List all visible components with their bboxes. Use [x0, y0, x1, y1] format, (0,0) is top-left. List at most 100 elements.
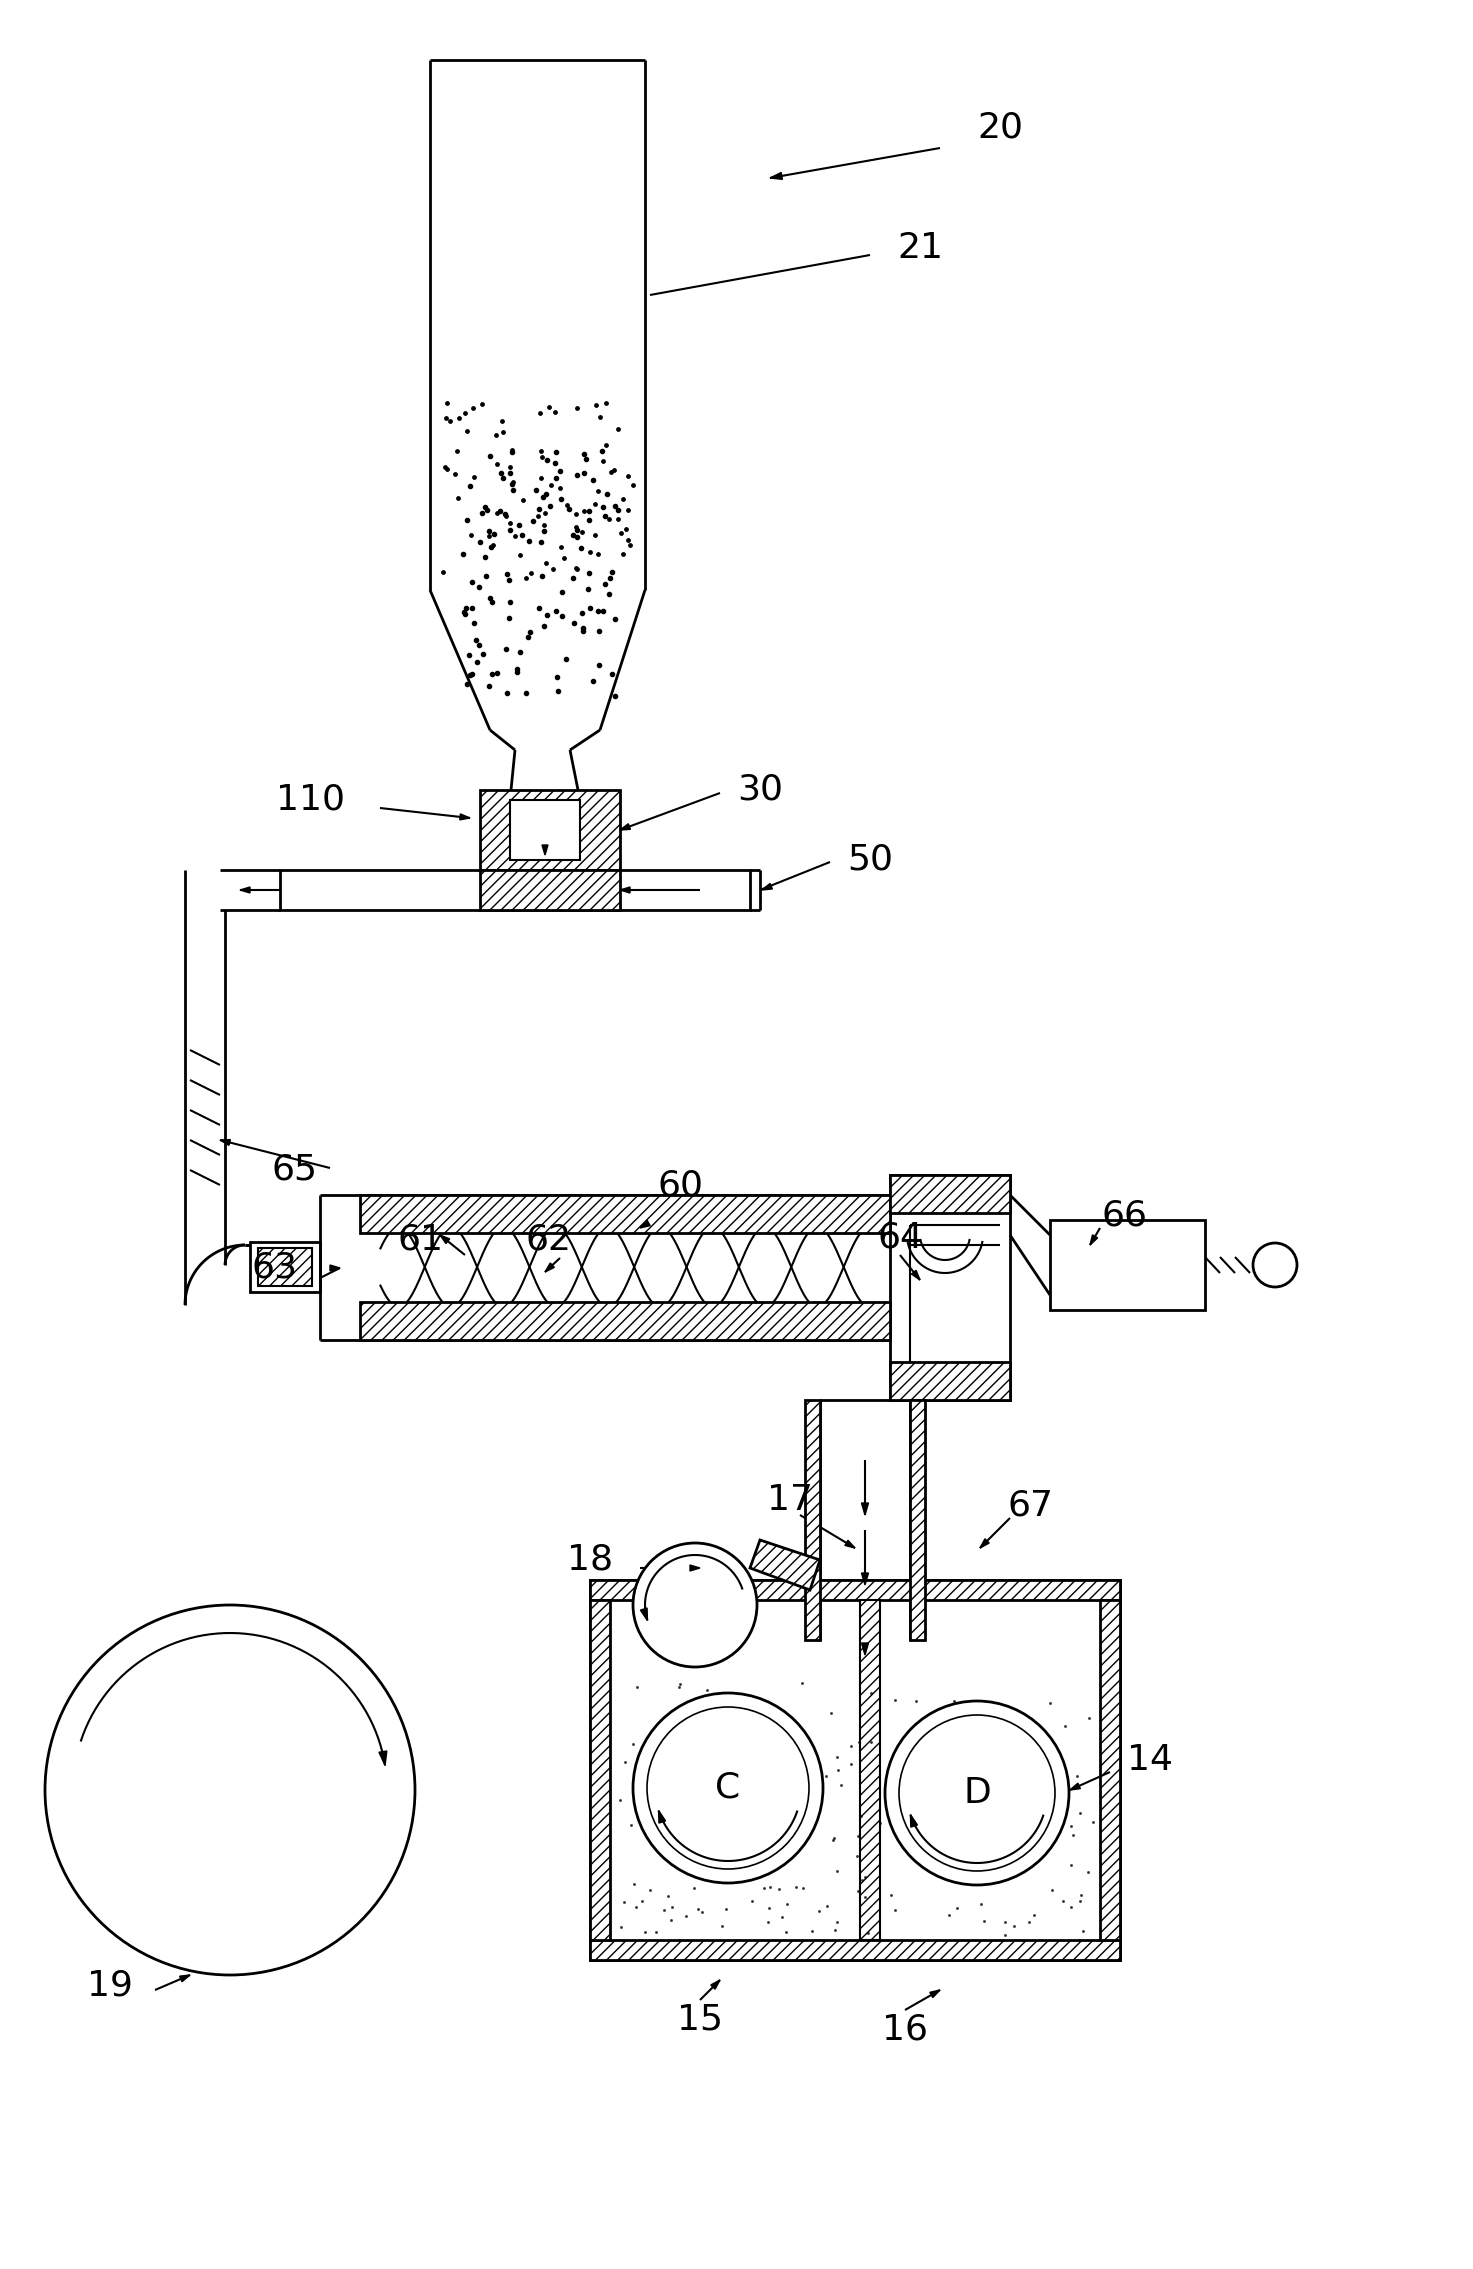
- Polygon shape: [711, 1981, 720, 1990]
- Text: 60: 60: [657, 1169, 703, 1203]
- Text: 66: 66: [1102, 1198, 1147, 1232]
- Point: [463, 458, 486, 495]
- Bar: [359, 1196, 890, 1232]
- Point: [564, 549, 588, 585]
- Point: [508, 535, 532, 572]
- Point: [448, 399, 471, 436]
- Polygon shape: [219, 1139, 230, 1146]
- Polygon shape: [542, 844, 548, 855]
- Polygon shape: [620, 887, 630, 894]
- Point: [443, 456, 467, 492]
- Bar: [910, 1400, 925, 1640]
- Point: [594, 383, 617, 420]
- Point: [555, 488, 579, 524]
- Point: [446, 481, 470, 517]
- Bar: [480, 790, 620, 869]
- Text: 62: 62: [524, 1223, 572, 1257]
- Bar: [359, 1302, 890, 1341]
- Text: 20: 20: [977, 111, 1024, 145]
- Text: 16: 16: [882, 2013, 928, 2047]
- Polygon shape: [240, 887, 250, 894]
- Point: [501, 465, 524, 501]
- Bar: [890, 1175, 1010, 1214]
- Polygon shape: [620, 824, 630, 830]
- Point: [518, 556, 542, 592]
- Point: [589, 399, 613, 436]
- Polygon shape: [910, 1815, 918, 1827]
- Text: 64: 64: [876, 1221, 924, 1255]
- Point: [595, 427, 619, 463]
- Point: [586, 472, 610, 508]
- Text: D: D: [963, 1777, 991, 1811]
- Point: [435, 399, 458, 436]
- Point: [439, 404, 463, 440]
- Circle shape: [1254, 1243, 1298, 1287]
- Text: 63: 63: [252, 1250, 298, 1284]
- Point: [552, 540, 576, 576]
- Point: [458, 517, 482, 554]
- Polygon shape: [1069, 1783, 1080, 1790]
- Point: [504, 517, 527, 554]
- Text: 110: 110: [275, 783, 345, 817]
- Polygon shape: [639, 1221, 650, 1228]
- Bar: [250, 1241, 320, 1291]
- Polygon shape: [770, 172, 782, 179]
- Point: [493, 497, 517, 533]
- Polygon shape: [379, 1752, 387, 1765]
- Circle shape: [633, 1543, 757, 1668]
- Point: [477, 517, 501, 554]
- Bar: [591, 1600, 610, 1940]
- Circle shape: [46, 1604, 415, 1974]
- Point: [461, 390, 485, 427]
- Point: [622, 467, 645, 504]
- Polygon shape: [545, 1264, 554, 1273]
- Polygon shape: [1090, 1234, 1097, 1246]
- Point: [610, 515, 633, 551]
- Point: [566, 551, 589, 588]
- Point: [600, 454, 623, 490]
- Bar: [480, 869, 620, 910]
- Point: [529, 461, 552, 497]
- Polygon shape: [929, 1990, 940, 1997]
- Bar: [890, 1175, 1010, 1400]
- Point: [501, 431, 524, 467]
- Point: [498, 504, 521, 540]
- Point: [529, 433, 552, 470]
- Point: [536, 390, 560, 427]
- Polygon shape: [641, 1609, 648, 1620]
- Point: [470, 386, 493, 422]
- Circle shape: [633, 1693, 823, 1883]
- Point: [486, 495, 510, 531]
- Point: [566, 390, 589, 427]
- Point: [533, 495, 557, 531]
- Point: [602, 452, 626, 488]
- Point: [511, 481, 535, 517]
- Polygon shape: [658, 1811, 666, 1822]
- Point: [583, 386, 607, 422]
- Point: [548, 470, 572, 506]
- Point: [611, 535, 635, 572]
- Polygon shape: [460, 815, 470, 819]
- Point: [607, 411, 630, 447]
- Point: [549, 529, 573, 565]
- Polygon shape: [689, 1566, 700, 1570]
- Point: [454, 395, 477, 431]
- Bar: [258, 1248, 312, 1287]
- Point: [485, 417, 508, 454]
- Point: [619, 526, 642, 563]
- Text: 61: 61: [398, 1223, 443, 1257]
- Bar: [1100, 1600, 1119, 1940]
- Point: [591, 442, 614, 479]
- Point: [617, 492, 641, 529]
- Text: 19: 19: [87, 1967, 133, 2001]
- Bar: [806, 1400, 820, 1640]
- Point: [607, 501, 630, 538]
- Point: [527, 395, 551, 431]
- Polygon shape: [862, 1643, 869, 1654]
- Polygon shape: [846, 1541, 854, 1547]
- Bar: [591, 1940, 1119, 1960]
- Point: [579, 533, 602, 570]
- Point: [482, 526, 505, 563]
- Polygon shape: [180, 1974, 190, 1981]
- Point: [436, 386, 460, 422]
